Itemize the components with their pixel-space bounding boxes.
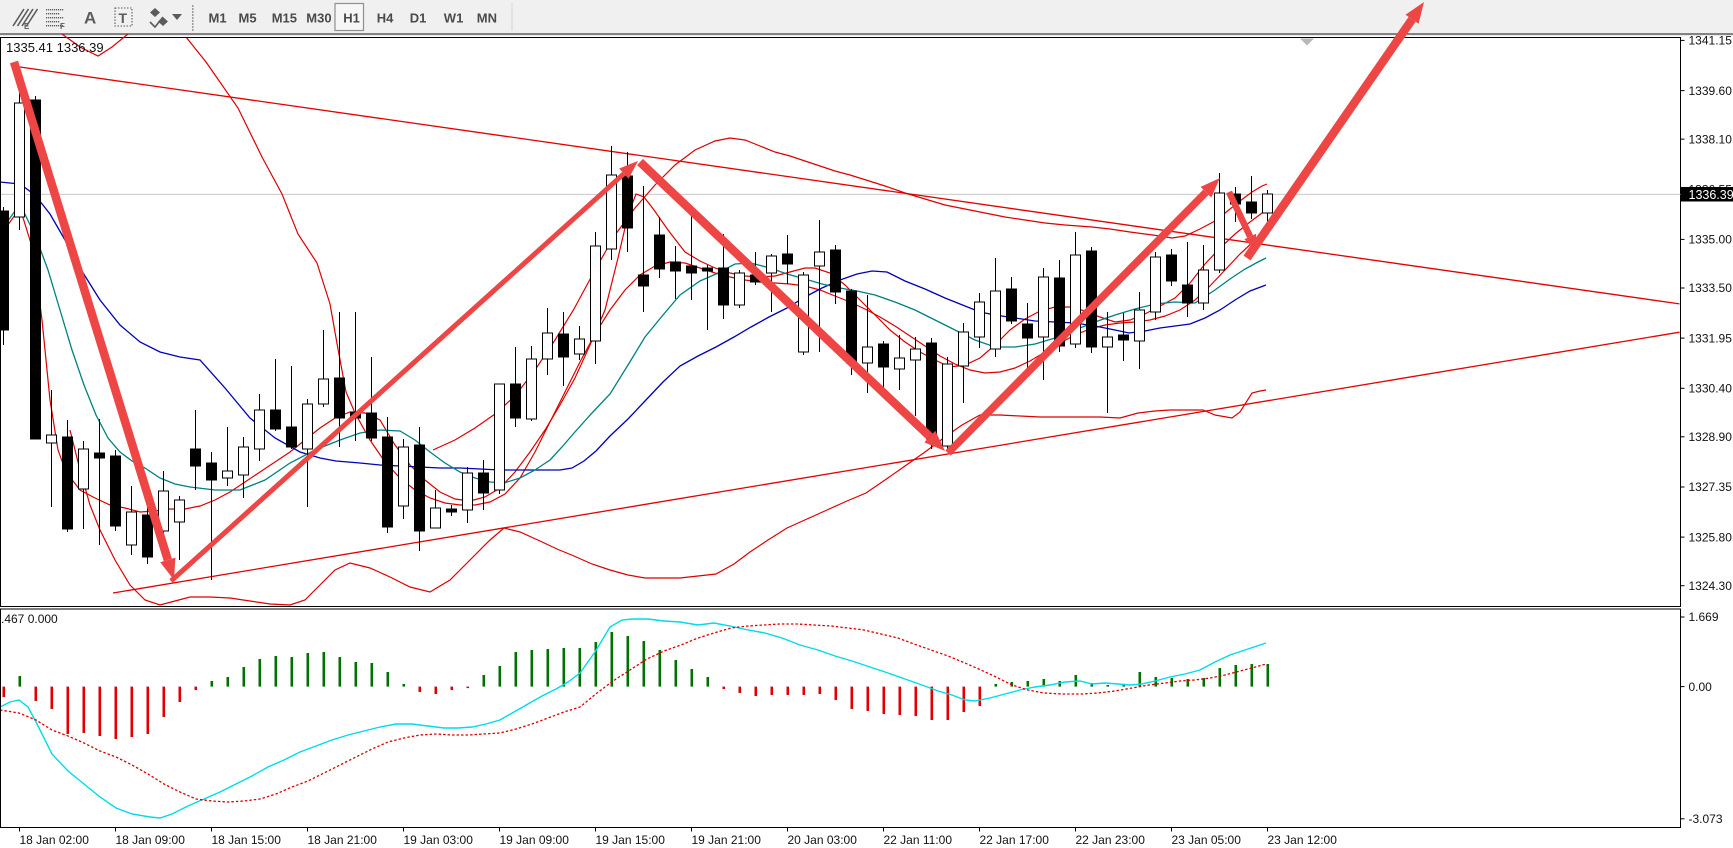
svg-text:-3.073: -3.073 xyxy=(1689,812,1723,826)
svg-text:0.00: 0.00 xyxy=(1689,680,1713,694)
svg-text:1339.60: 1339.60 xyxy=(1689,84,1733,98)
svg-text:F: F xyxy=(60,22,65,31)
svg-text:1.669: 1.669 xyxy=(1689,610,1719,624)
svg-text:H1: H1 xyxy=(343,11,360,26)
svg-text:23 Jan 12:00: 23 Jan 12:00 xyxy=(1268,833,1338,847)
svg-text:20 Jan 03:00: 20 Jan 03:00 xyxy=(788,833,858,847)
svg-text:19 Jan 09:00: 19 Jan 09:00 xyxy=(500,833,570,847)
svg-text:19 Jan 15:00: 19 Jan 15:00 xyxy=(596,833,666,847)
svg-text:1328.90: 1328.90 xyxy=(1689,430,1733,444)
svg-text:E: E xyxy=(24,22,30,31)
svg-text:1338.10: 1338.10 xyxy=(1689,132,1733,146)
svg-text:1324.30: 1324.30 xyxy=(1689,579,1733,593)
svg-text:M30: M30 xyxy=(306,11,331,26)
svg-text:19 Jan 21:00: 19 Jan 21:00 xyxy=(692,833,762,847)
svg-text:18 Jan 09:00: 18 Jan 09:00 xyxy=(116,833,186,847)
svg-text:M1: M1 xyxy=(209,11,227,26)
svg-text:1327.35: 1327.35 xyxy=(1689,480,1733,494)
svg-text:W1: W1 xyxy=(444,11,464,26)
svg-text:MN: MN xyxy=(477,11,497,26)
svg-text:1325.80: 1325.80 xyxy=(1689,530,1733,544)
svg-text:1335.41 1336.39: 1335.41 1336.39 xyxy=(6,40,104,55)
svg-text:T: T xyxy=(119,10,128,26)
svg-text:.467 0.000: .467 0.000 xyxy=(1,612,58,626)
svg-text:D1: D1 xyxy=(410,11,427,26)
svg-text:22 Jan 23:00: 22 Jan 23:00 xyxy=(1076,833,1146,847)
svg-text:1341.15: 1341.15 xyxy=(1689,34,1733,48)
svg-text:1335.00: 1335.00 xyxy=(1689,233,1733,247)
svg-text:A: A xyxy=(84,9,96,28)
svg-text:M15: M15 xyxy=(272,11,297,26)
svg-text:1336.39: 1336.39 xyxy=(1689,188,1733,202)
svg-text:22 Jan 17:00: 22 Jan 17:00 xyxy=(980,833,1050,847)
svg-text:18 Jan 21:00: 18 Jan 21:00 xyxy=(308,833,378,847)
svg-text:18 Jan 02:00: 18 Jan 02:00 xyxy=(20,833,90,847)
svg-text:1333.50: 1333.50 xyxy=(1689,281,1733,295)
svg-text:M5: M5 xyxy=(239,11,257,26)
svg-text:H4: H4 xyxy=(377,11,394,26)
svg-text:19 Jan 03:00: 19 Jan 03:00 xyxy=(404,833,474,847)
svg-text:1331.95: 1331.95 xyxy=(1689,331,1733,345)
svg-text:22 Jan 11:00: 22 Jan 11:00 xyxy=(884,833,953,847)
svg-text:23 Jan 05:00: 23 Jan 05:00 xyxy=(1172,833,1242,847)
svg-text:18 Jan 15:00: 18 Jan 15:00 xyxy=(212,833,282,847)
svg-text:1330.40: 1330.40 xyxy=(1689,382,1733,396)
